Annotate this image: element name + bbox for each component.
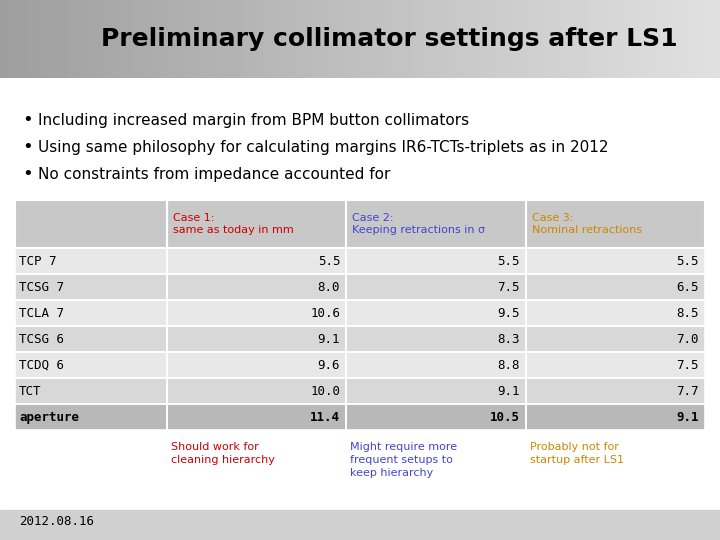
- Bar: [346, 274, 526, 300]
- Bar: [15, 404, 167, 430]
- Text: 5.5: 5.5: [497, 255, 520, 268]
- Bar: [15, 352, 167, 378]
- Text: 10.5: 10.5: [490, 410, 520, 423]
- Bar: [526, 300, 705, 326]
- Text: TCSG 6: TCSG 6: [19, 333, 64, 346]
- Text: •: •: [22, 138, 32, 156]
- Bar: [526, 326, 705, 352]
- Bar: [346, 352, 526, 378]
- Text: TCT: TCT: [19, 384, 42, 397]
- Text: 7.7: 7.7: [677, 384, 699, 397]
- Text: 5.5: 5.5: [677, 255, 699, 268]
- Bar: [526, 378, 705, 404]
- Text: TCLA 7: TCLA 7: [19, 307, 64, 320]
- Text: 8.0: 8.0: [318, 281, 341, 294]
- Text: 8.8: 8.8: [497, 359, 520, 372]
- Bar: [526, 200, 705, 248]
- Text: Preliminary collimator settings after LS1: Preliminary collimator settings after LS…: [101, 27, 678, 51]
- Text: 2012.08.16: 2012.08.16: [19, 515, 94, 528]
- Text: Probably not for
startup after LS1: Probably not for startup after LS1: [530, 442, 624, 465]
- Text: 9.6: 9.6: [318, 359, 341, 372]
- Bar: [526, 248, 705, 274]
- Text: 7.5: 7.5: [497, 281, 520, 294]
- Text: 6.5: 6.5: [677, 281, 699, 294]
- Bar: [167, 274, 346, 300]
- Bar: [0, 510, 720, 540]
- Text: 10.0: 10.0: [310, 384, 341, 397]
- Text: 8.5: 8.5: [677, 307, 699, 320]
- Text: No constraints from impedance accounted for: No constraints from impedance accounted …: [38, 167, 390, 182]
- Text: same as today in mm: same as today in mm: [173, 225, 294, 235]
- Bar: [167, 352, 346, 378]
- Bar: [15, 248, 167, 274]
- Text: 9.1: 9.1: [497, 384, 520, 397]
- Bar: [526, 352, 705, 378]
- Bar: [526, 404, 705, 430]
- Bar: [167, 248, 346, 274]
- Text: •: •: [22, 111, 32, 129]
- Bar: [15, 326, 167, 352]
- Text: Might require more
frequent setups to
keep hierarchy: Might require more frequent setups to ke…: [350, 442, 457, 478]
- Bar: [15, 200, 167, 248]
- Text: 7.5: 7.5: [677, 359, 699, 372]
- Text: Keeping retractions in σ: Keeping retractions in σ: [352, 225, 485, 235]
- Bar: [167, 326, 346, 352]
- Bar: [346, 200, 526, 248]
- Text: aperture: aperture: [19, 410, 79, 423]
- Bar: [346, 378, 526, 404]
- Text: 10.6: 10.6: [310, 307, 341, 320]
- Bar: [167, 300, 346, 326]
- Bar: [15, 378, 167, 404]
- Text: TCP 7: TCP 7: [19, 255, 56, 268]
- Text: 9.5: 9.5: [497, 307, 520, 320]
- Text: TCSG 7: TCSG 7: [19, 281, 64, 294]
- Bar: [15, 300, 167, 326]
- Bar: [346, 326, 526, 352]
- Bar: [167, 404, 346, 430]
- Text: 9.1: 9.1: [318, 333, 341, 346]
- Text: Including increased margin from BPM button collimators: Including increased margin from BPM butt…: [38, 113, 469, 128]
- Text: 8.3: 8.3: [497, 333, 520, 346]
- Text: Case 2:: Case 2:: [352, 213, 394, 223]
- Text: Should work for
cleaning hierarchy: Should work for cleaning hierarchy: [171, 442, 274, 465]
- Bar: [167, 200, 346, 248]
- Text: •: •: [22, 165, 32, 183]
- Text: 9.1: 9.1: [677, 410, 699, 423]
- Text: 11.4: 11.4: [310, 410, 341, 423]
- Text: TCDQ 6: TCDQ 6: [19, 359, 64, 372]
- Bar: [167, 378, 346, 404]
- Text: Nominal retractions: Nominal retractions: [531, 225, 642, 235]
- Bar: [346, 300, 526, 326]
- Text: 7.0: 7.0: [677, 333, 699, 346]
- Bar: [15, 274, 167, 300]
- Text: Using same philosophy for calculating margins IR6-TCTs-triplets as in 2012: Using same philosophy for calculating ma…: [38, 140, 608, 155]
- Bar: [526, 274, 705, 300]
- Bar: [346, 404, 526, 430]
- Text: Case 3:: Case 3:: [531, 213, 573, 223]
- Text: 5.5: 5.5: [318, 255, 341, 268]
- Bar: [346, 248, 526, 274]
- Text: Case 1:: Case 1:: [173, 213, 214, 223]
